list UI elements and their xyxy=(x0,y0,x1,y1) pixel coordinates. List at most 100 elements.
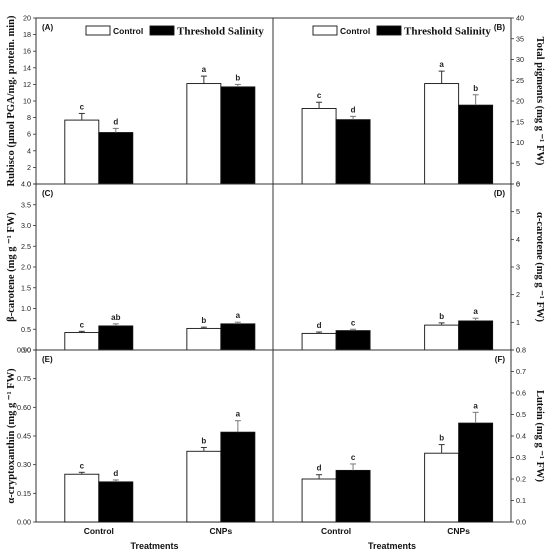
significance-letter: c xyxy=(351,318,356,327)
y-tick-label: 2 xyxy=(516,290,520,299)
y-tick-label: 14 xyxy=(23,63,31,72)
bar-E-cnps-control xyxy=(186,450,222,523)
significance-letter: b xyxy=(473,84,478,93)
y-tick-label: 1.5 xyxy=(21,283,31,292)
panel-label-B: (B) xyxy=(494,23,505,32)
significance-letter: a xyxy=(202,65,207,74)
y-tick-label: 0.6 xyxy=(516,389,526,398)
legend-swatch-threshold-salinity xyxy=(149,25,175,36)
bar-A-control-control xyxy=(64,119,100,185)
y-tick-label: 0.1 xyxy=(516,496,526,505)
y-tick-label: 18 xyxy=(23,30,31,39)
significance-letter: c xyxy=(80,320,85,329)
y-tick-label: 0.8 xyxy=(516,346,526,355)
bar-B-control-threshold-salinity xyxy=(335,119,371,185)
significance-letter: a xyxy=(473,307,478,316)
y-tick-label: 6 xyxy=(516,180,520,189)
panel-E: 0.00 0.15 0.30 0.45 0.60 0.75 0.90 α-cryptoxant… xyxy=(6,346,274,536)
legend-label-control: Control xyxy=(113,26,143,36)
x-category-label: CNPs xyxy=(210,526,233,536)
panel-label-D: (D) xyxy=(494,189,505,198)
legend-swatch-threshold-salinity xyxy=(376,25,402,36)
y-tick-label: 15 xyxy=(516,117,524,126)
y-tick-label: 4 xyxy=(516,235,520,244)
y-axis-label-C: β-carotene (mg g ⁻¹ FW) xyxy=(6,212,17,322)
y-tick-label: 20 xyxy=(516,97,524,106)
significance-letter: d xyxy=(351,105,356,114)
y-tick-label: 8 xyxy=(27,113,31,122)
x-category-label: Control xyxy=(321,526,351,536)
y-tick-label: 16 xyxy=(23,47,31,56)
y-tick-label: 0.30 xyxy=(17,460,31,469)
bar-B-control-control xyxy=(301,108,337,185)
y-tick-label: 0.15 xyxy=(17,489,31,498)
x-category-label: Control xyxy=(84,526,114,536)
y-tick-label: 10 xyxy=(516,138,524,147)
legend-swatch-control xyxy=(312,25,338,36)
legend-label-threshold-salinity: Threshold Salinity xyxy=(177,26,264,38)
y-axis-label-D: α-carotene (mg g ⁻¹ FW) xyxy=(534,212,545,322)
bar-F-cnps-control xyxy=(424,452,460,523)
bar-F-control-threshold-salinity xyxy=(335,469,371,523)
y-tick-label: 0.0 xyxy=(21,346,31,355)
bar-C-cnps-threshold-salinity xyxy=(220,323,256,351)
y-tick-label: 0.5 xyxy=(21,325,31,334)
y-axis-label-A: Rubisco (µmol PGA/mg. protein. min) xyxy=(6,15,17,186)
bar-D-control-threshold-salinity xyxy=(335,330,371,351)
legend-A: Control Threshold Salinity xyxy=(85,25,264,38)
legend-B: Control Threshold Salinity xyxy=(312,25,491,38)
significance-letter: a xyxy=(439,60,444,69)
bar-C-control-control xyxy=(64,332,100,351)
significance-letter: b xyxy=(201,436,206,445)
y-tick-label: 4 xyxy=(27,146,31,155)
y-tick-label: 12 xyxy=(23,80,31,89)
y-tick-label: 0 xyxy=(516,180,520,189)
y-tick-label: 30 xyxy=(516,55,524,64)
bar-F-cnps-threshold-salinity xyxy=(458,422,494,523)
significance-letter: ab xyxy=(111,313,120,322)
y-tick-label: 0 xyxy=(27,180,31,189)
significance-letter: c xyxy=(351,453,356,462)
panel-A: 0 2 4 6 8 10 12 14 16 18 20 Rubisco (µmol PGA/mg. p… xyxy=(6,14,274,189)
significance-letter: d xyxy=(113,117,118,126)
significance-letter: a xyxy=(236,311,241,320)
significance-letter: b xyxy=(439,312,444,321)
y-tick-label: 1 xyxy=(516,318,520,327)
y-axis-label-F: Lutein (mg g ⁻¹ FW) xyxy=(534,390,545,483)
y-tick-label: 1.0 xyxy=(21,304,31,313)
y-tick-label: 20 xyxy=(23,14,31,23)
significance-letter: b xyxy=(201,316,206,325)
y-tick-label: 2.5 xyxy=(21,242,31,251)
y-axis-label-B: Total pigments (mg g ⁻¹ FW) xyxy=(534,37,545,166)
y-tick-label: 3.5 xyxy=(21,200,31,209)
y-axis-label-E: α-cryptoxanthin (mg g ⁻¹ FW) xyxy=(6,368,17,504)
panel-label-C: (C) xyxy=(42,189,53,198)
bar-E-cnps-threshold-salinity xyxy=(220,431,256,523)
panel-label-F: (F) xyxy=(495,355,506,364)
bar-D-cnps-control xyxy=(424,324,460,351)
panel-label-E: (E) xyxy=(42,355,53,364)
y-tick-label: 25 xyxy=(516,76,524,85)
y-tick-label: 0.90 xyxy=(17,346,31,355)
significance-letter: c xyxy=(80,102,85,111)
significance-letter: d xyxy=(113,469,118,478)
bar-A-cnps-threshold-salinity xyxy=(220,86,256,185)
y-tick-label: 0.5 xyxy=(516,410,526,419)
bar-E-control-threshold-salinity xyxy=(98,481,134,523)
panel-F: 0.0 0.1 0.2 0.3 0.4 0.5 0.6 0.7 0.8 Lutein (mg g … xyxy=(272,346,545,536)
significance-letter: a xyxy=(236,410,241,419)
y-tick-label: 0.7 xyxy=(516,367,526,376)
panel-label-A: (A) xyxy=(42,23,53,32)
y-tick-label: 0.2 xyxy=(516,475,526,484)
y-tick-label: 2 xyxy=(27,163,31,172)
bar-B-cnps-control xyxy=(424,83,460,185)
bar-F-control-control xyxy=(301,478,337,523)
legend-label-control: Control xyxy=(340,26,370,36)
significance-letter: c xyxy=(317,91,322,100)
x-axis-title-right: Treatments xyxy=(368,541,416,551)
y-tick-label: 3 xyxy=(516,263,520,272)
y-tick-label: 5 xyxy=(516,159,520,168)
bar-D-cnps-threshold-salinity xyxy=(458,320,494,351)
